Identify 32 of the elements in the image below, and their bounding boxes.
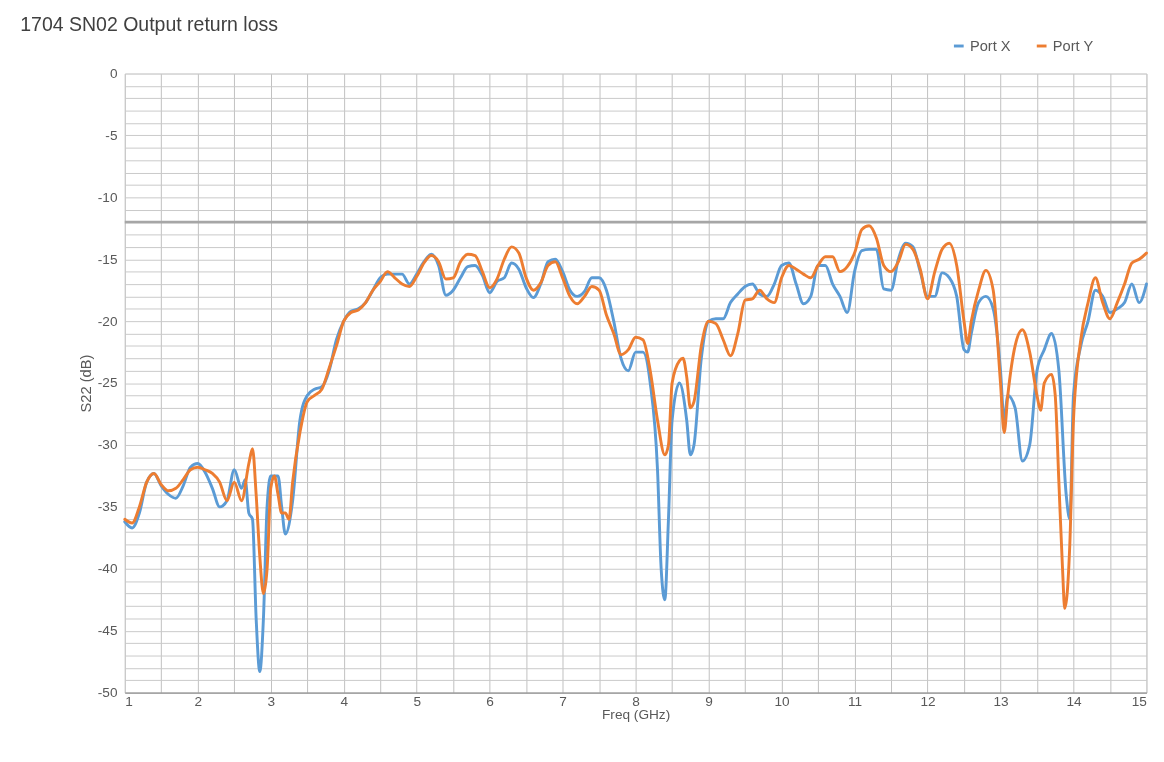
y-tick-label: -35 (97, 499, 118, 515)
y-tick-label: -25 (97, 375, 118, 391)
x-tick-label: 9 (705, 693, 713, 709)
x-tick-label: 4 (340, 693, 349, 709)
x-tick-label: 10 (774, 693, 791, 709)
x-tick-label: 8 (632, 693, 640, 709)
y-tick-label: -10 (97, 189, 118, 205)
x-tick-label: 13 (993, 693, 1009, 709)
x-tick-label: 11 (847, 693, 863, 709)
y-tick-label: -15 (97, 251, 118, 267)
legend-label: Port Y (1052, 37, 1094, 54)
x-tick-label: 7 (559, 693, 567, 709)
x-tick-label: 12 (920, 693, 936, 709)
y-tick-label: -50 (97, 684, 118, 700)
y-tick-label: -5 (105, 127, 118, 143)
x-tick-label: 5 (413, 693, 421, 709)
x-tick-label: 14 (1066, 693, 1082, 709)
y-tick-label: -45 (97, 623, 118, 639)
x-tick-label: 3 (267, 693, 276, 709)
line-series (123, 224, 1148, 610)
y-axis-title: S22 (dB) (77, 354, 94, 413)
x-tick-label: 2 (194, 693, 203, 709)
x-tick-label: 1 (125, 693, 133, 709)
legend-label: Port X (970, 37, 1011, 54)
x-axis-title: Freq (GHz) (602, 707, 671, 723)
y-tick-label: -30 (97, 437, 118, 453)
chart-title: 1704 SN02 Output return loss (20, 12, 279, 35)
x-tick-label: 15 (1131, 693, 1147, 709)
y-tick-label: -20 (97, 313, 118, 329)
y-tick-label: -40 (97, 561, 118, 577)
x-tick-label: 6 (486, 693, 494, 709)
y-tick-label: 0 (109, 65, 118, 81)
